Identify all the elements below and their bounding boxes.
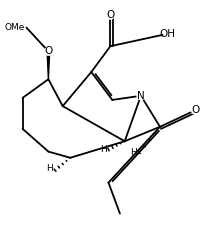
Text: O: O bbox=[44, 46, 52, 56]
Text: H: H bbox=[100, 145, 107, 154]
Circle shape bbox=[191, 106, 200, 115]
Text: OMe: OMe bbox=[5, 23, 25, 32]
Text: N: N bbox=[137, 91, 145, 101]
Text: O: O bbox=[191, 105, 199, 115]
Circle shape bbox=[106, 11, 115, 20]
Polygon shape bbox=[47, 51, 50, 79]
Circle shape bbox=[136, 91, 146, 100]
Circle shape bbox=[44, 47, 53, 56]
Text: OH: OH bbox=[160, 29, 176, 39]
Text: O: O bbox=[106, 10, 115, 20]
Text: H: H bbox=[131, 148, 137, 157]
Text: H: H bbox=[46, 164, 53, 173]
Circle shape bbox=[163, 29, 172, 38]
